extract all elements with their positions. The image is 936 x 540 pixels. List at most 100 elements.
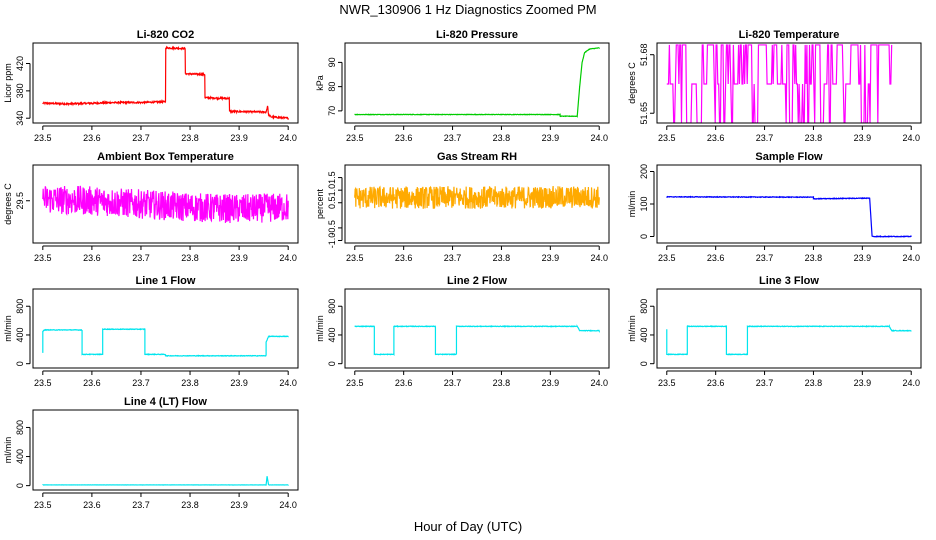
chart-panel-7: Line 1 Flow 23.5 23.6 23.7 23.8 23.9 24.0 0 400 8… — [3, 275, 299, 388]
x-tick-label: 23.8 — [181, 500, 199, 510]
y-tick-label: 70 — [327, 106, 337, 116]
data-series — [354, 185, 600, 209]
x-tick-label: 24.0 — [590, 253, 608, 263]
x-tick-label: 23.6 — [395, 133, 413, 143]
y-tick-label: 800 — [15, 420, 25, 435]
y-tick-label: 0 — [15, 483, 25, 488]
plot-frame — [656, 288, 922, 369]
x-tick-label: 23.7 — [132, 378, 150, 388]
x-tick-label: 23.9 — [230, 378, 248, 388]
x-axis: 23.5 23.6 23.7 23.8 23.9 24.0 — [34, 370, 297, 388]
x-axis: 23.5 23.6 23.7 23.8 23.9 24.0 — [346, 245, 608, 263]
y-tick-label: 420 — [15, 56, 25, 71]
plot-frame — [656, 164, 922, 244]
data-series — [42, 185, 289, 223]
series-line-1 — [42, 327, 289, 357]
data-series — [42, 476, 289, 486]
x-tick-label: 24.0 — [279, 378, 297, 388]
x-tick-label: 23.7 — [444, 133, 462, 143]
y-axis-label: ml/min — [3, 437, 13, 464]
x-tick-label: 23.9 — [230, 253, 248, 263]
x-tick-label: 23.6 — [83, 500, 101, 510]
y-tick-label: 400 — [639, 327, 649, 342]
plot-frame — [344, 288, 610, 369]
y-axis-label: ml/min — [627, 315, 637, 342]
y-tick-label: 400 — [327, 327, 337, 342]
x-tick-label: 23.8 — [805, 378, 823, 388]
chart-panel-5: Gas Stream RH 23.5 23.6 23.7 23.8 23.9 24.0 -1.… — [315, 151, 610, 263]
x-axis: 23.5 23.6 23.7 23.8 23.9 24.0 — [34, 245, 297, 263]
x-tick-label: 23.5 — [34, 500, 52, 510]
y-tick-label: 380 — [15, 83, 25, 98]
series-line-1 — [354, 185, 600, 209]
x-tick-label: 23.9 — [854, 133, 872, 143]
y-tick-label: 0 — [639, 361, 649, 366]
y-tick-label: 51.65 — [639, 102, 649, 125]
y-axis: 340 380 420 — [15, 56, 31, 126]
y-axis-label: degrees C — [3, 183, 13, 225]
y-axis-label: Licor ppm — [3, 63, 13, 103]
y-axis-label: degrees C — [627, 62, 637, 104]
data-series — [666, 324, 912, 356]
y-tick-label: 0 — [15, 361, 25, 366]
y-tick-label: 100 — [639, 196, 649, 211]
data-series — [354, 47, 600, 118]
series-line-1 — [354, 47, 600, 118]
plot-frame — [32, 42, 299, 124]
x-tick-label: 23.5 — [34, 133, 52, 143]
x-tick-label: 23.7 — [756, 253, 774, 263]
x-axis: 23.5 23.6 23.7 23.8 23.9 24.0 — [658, 245, 920, 263]
y-tick-label: 1.5 — [327, 171, 337, 184]
plot-frame — [32, 409, 299, 491]
plot-frame — [656, 42, 922, 124]
x-tick-label: 23.7 — [756, 133, 774, 143]
x-tick-label: 23.5 — [346, 133, 364, 143]
x-tick-label: 24.0 — [902, 133, 920, 143]
data-series — [666, 44, 893, 123]
x-tick-label: 24.0 — [279, 253, 297, 263]
x-tick-label: 23.9 — [230, 133, 248, 143]
y-tick-label: 340 — [15, 111, 25, 126]
y-tick-label: 400 — [15, 449, 25, 464]
panel-title: Line 2 Flow — [447, 275, 507, 287]
y-tick-label: 0 — [639, 234, 649, 239]
x-tick-label: 23.6 — [707, 378, 725, 388]
x-tick-label: 23.9 — [854, 253, 872, 263]
x-tick-label: 23.8 — [805, 133, 823, 143]
x-tick-label: 23.7 — [132, 253, 150, 263]
y-axis: 0 400 800 — [327, 299, 343, 366]
panel-title: Li-820 Temperature — [739, 29, 840, 41]
y-axis-label: ml/min — [627, 191, 637, 218]
x-axis: 23.5 23.6 23.7 23.8 23.9 24.0 — [346, 370, 608, 388]
panel-title: Line 4 (LT) Flow — [124, 396, 207, 408]
x-tick-label: 24.0 — [590, 133, 608, 143]
chart-panel-3: Li-820 Temperature 23.5 23.6 23.7 23.8 23.9 24… — [627, 29, 922, 143]
y-tick-label: 80 — [327, 82, 337, 92]
y-tick-label: -1.0 — [327, 233, 337, 249]
series-line-1 — [42, 45, 289, 120]
y-axis: 0 400 800 — [639, 299, 655, 366]
y-axis: 0 400 800 — [15, 420, 31, 488]
x-tick-label: 23.8 — [181, 378, 199, 388]
x-tick-label: 23.9 — [542, 253, 560, 263]
y-tick-label: 200 — [639, 164, 649, 179]
y-axis: 70 80 90 — [327, 57, 343, 116]
x-axis: 23.5 23.6 23.7 23.8 23.9 24.0 — [658, 370, 920, 388]
panel-title: Line 1 Flow — [136, 275, 196, 287]
panel-title: Li-820 Pressure — [436, 29, 518, 41]
y-axis: 0 400 800 — [15, 299, 31, 366]
y-axis-label: percent — [315, 188, 325, 219]
x-tick-label: 23.8 — [805, 253, 823, 263]
x-axis: 23.5 23.6 23.7 23.8 23.9 24.0 — [346, 125, 608, 143]
y-axis: -1.0-0.5 0.51.01.5 — [327, 171, 343, 249]
y-tick-label: 0 — [327, 361, 337, 366]
panel-title: Gas Stream RH — [437, 151, 517, 163]
x-tick-label: 23.5 — [34, 378, 52, 388]
y-axis-label: ml/min — [3, 315, 13, 342]
panel-title: Ambient Box Temperature — [97, 151, 234, 163]
chart-panel-1: Li-820 CO2 23.5 23.6 23.7 23.8 23.9 24.0 340 380… — [3, 29, 299, 143]
x-tick-label: 23.7 — [756, 378, 774, 388]
y-axis-label: kPa — [315, 75, 325, 91]
figure-title: NWR_130906 1 Hz Diagnostics Zoomed PM — [339, 2, 596, 17]
